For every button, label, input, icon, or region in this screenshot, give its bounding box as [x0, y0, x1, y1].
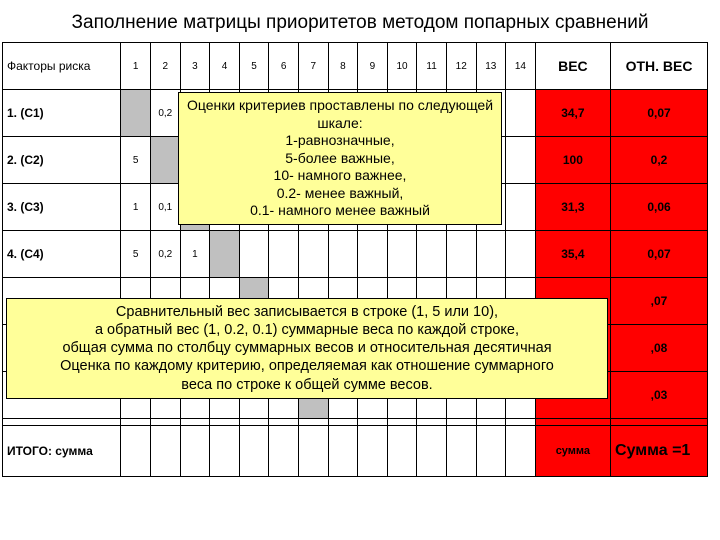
cell [328, 231, 358, 278]
col-5: 5 [239, 43, 269, 90]
cell [446, 426, 476, 477]
separator-row [3, 419, 708, 426]
total-weight: сумма [535, 426, 610, 477]
cell [180, 426, 210, 477]
col-13: 13 [476, 43, 506, 90]
col-11: 11 [417, 43, 447, 90]
cell [121, 426, 151, 477]
page-title: Заполнение матрицы приоритетов методом п… [0, 0, 720, 42]
cell [328, 426, 358, 477]
cell [150, 426, 180, 477]
cell [506, 426, 536, 477]
col-12: 12 [446, 43, 476, 90]
header-row: Факторы риска 1 2 3 4 5 6 7 8 9 10 11 12… [3, 43, 708, 90]
cell: 1 [121, 184, 151, 231]
row-label: 3. (С3) [3, 184, 121, 231]
rel-weight-cell: 0,06 [611, 184, 708, 231]
col-factor: Факторы риска [3, 43, 121, 90]
cell [387, 426, 417, 477]
cell [476, 231, 506, 278]
col-8: 8 [328, 43, 358, 90]
cell [417, 426, 447, 477]
col-vec: ВЕС [535, 43, 610, 90]
table-row: 4. (С4)50,21 35,40,07 [3, 231, 708, 278]
rel-weight-cell: 0,07 [611, 90, 708, 137]
cell [506, 137, 536, 184]
total-label: ИТОГО: сумма [3, 426, 121, 477]
cell [358, 231, 388, 278]
scale-note: Оценки критериев проставлены по следующе… [178, 92, 502, 225]
col-otn: ОТН. ВЕС [611, 43, 708, 90]
cell [239, 426, 269, 477]
col-6: 6 [269, 43, 299, 90]
cell [417, 231, 447, 278]
cell [239, 231, 269, 278]
cell [269, 426, 299, 477]
cell [121, 90, 151, 137]
cell: 0,1 [150, 184, 180, 231]
col-2: 2 [150, 43, 180, 90]
col-3: 3 [180, 43, 210, 90]
cell [298, 231, 328, 278]
weight-cell: 34,7 [535, 90, 610, 137]
col-4: 4 [210, 43, 240, 90]
col-7: 7 [298, 43, 328, 90]
row-label: 2. (С2) [3, 137, 121, 184]
rel-weight-cell: 0,07 [611, 231, 708, 278]
rel-weight-cell: ,03 [611, 372, 708, 419]
cell: 0,2 [150, 90, 180, 137]
total-rel-weight: Сумма =1 [611, 426, 708, 477]
cell [506, 231, 536, 278]
cell [210, 231, 240, 278]
total-row: ИТОГО: сумма суммаСумма =1 [3, 426, 708, 477]
explanation-note: Сравнительный вес записывается в строке … [6, 298, 608, 399]
cell [269, 231, 299, 278]
cell [506, 90, 536, 137]
cell [387, 231, 417, 278]
col-1: 1 [121, 43, 151, 90]
weight-cell: 100 [535, 137, 610, 184]
row-label: 1. (С1) [3, 90, 121, 137]
cell [298, 426, 328, 477]
cell: 0,2 [150, 231, 180, 278]
weight-cell: 31,3 [535, 184, 610, 231]
cell [358, 426, 388, 477]
cell [210, 426, 240, 477]
weight-cell: 35,4 [535, 231, 610, 278]
rel-weight-cell: ,07 [611, 278, 708, 325]
rel-weight-cell: ,08 [611, 325, 708, 372]
col-9: 9 [358, 43, 388, 90]
cell [506, 184, 536, 231]
cell [476, 426, 506, 477]
cell: 5 [121, 231, 151, 278]
col-14: 14 [506, 43, 536, 90]
cell: 1 [180, 231, 210, 278]
col-10: 10 [387, 43, 417, 90]
cell [446, 231, 476, 278]
cell: 5 [121, 137, 151, 184]
row-label: 4. (С4) [3, 231, 121, 278]
rel-weight-cell: 0,2 [611, 137, 708, 184]
cell [150, 137, 180, 184]
